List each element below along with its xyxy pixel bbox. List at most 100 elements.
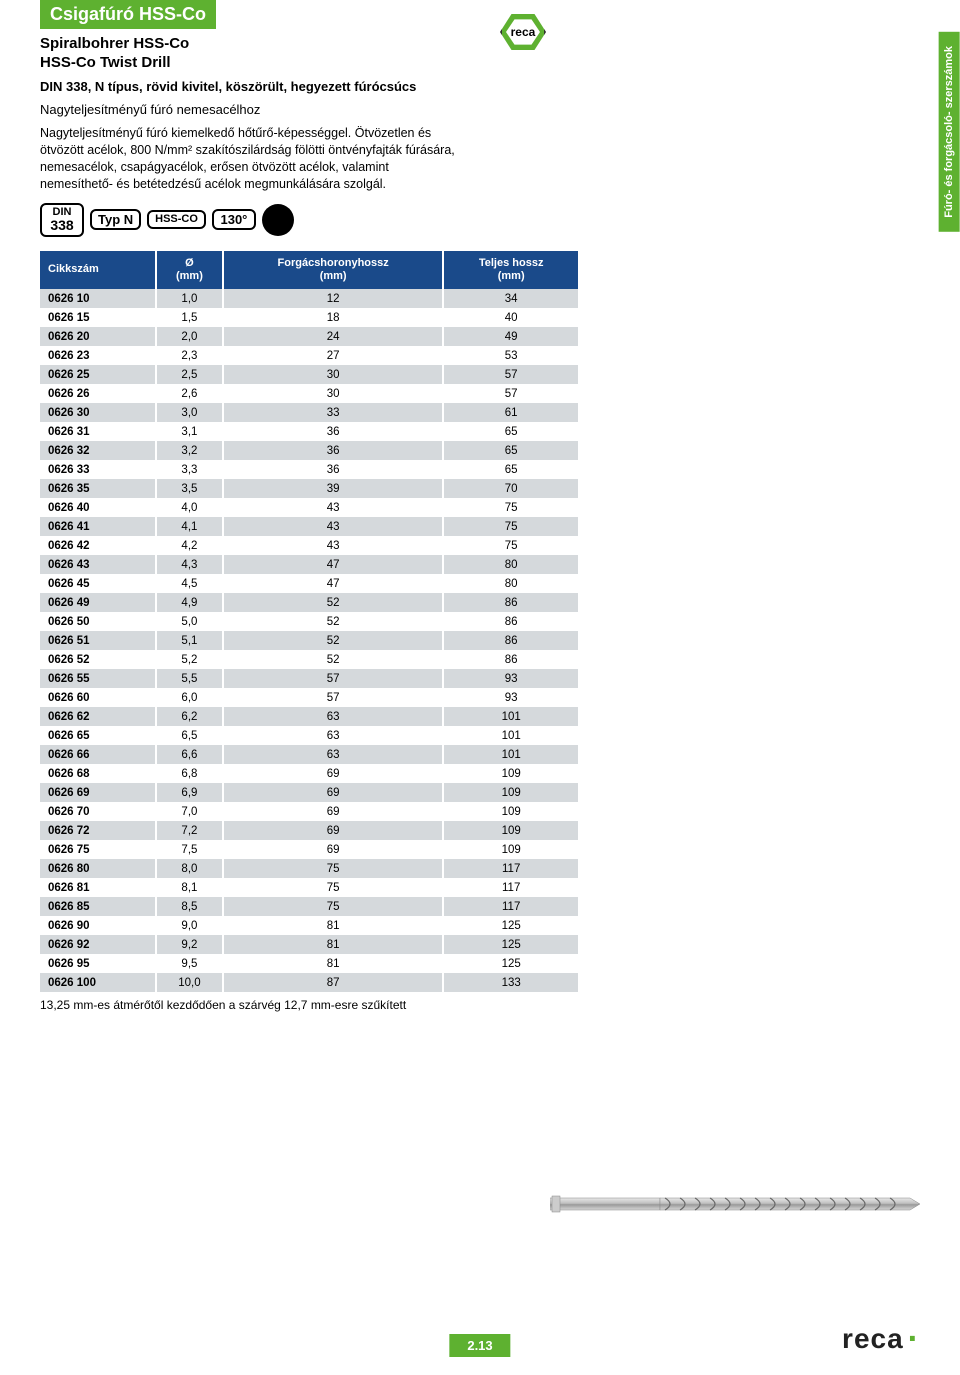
table-cell: 109 xyxy=(443,783,579,802)
table-cell: 6,0 xyxy=(156,688,223,707)
table-cell: 80 xyxy=(443,574,579,593)
table-header: Cikkszám xyxy=(40,251,156,289)
reca-logo-icon: reca xyxy=(500,12,550,62)
table-cell: 0626 80 xyxy=(40,859,156,878)
table-cell: 5,2 xyxy=(156,650,223,669)
table-row: 0626 515,15286 xyxy=(40,631,579,650)
table-cell: 2,3 xyxy=(156,346,223,365)
table-row: 0626 929,281125 xyxy=(40,935,579,954)
table-cell: 57 xyxy=(443,365,579,384)
table-cell: 8,0 xyxy=(156,859,223,878)
table-cell: 81 xyxy=(223,916,443,935)
table-cell: 30 xyxy=(223,365,443,384)
table-row: 0626 101,01234 xyxy=(40,289,579,308)
table-cell: 4,9 xyxy=(156,593,223,612)
table-row: 0626 494,95286 xyxy=(40,593,579,612)
table-row: 0626 333,33665 xyxy=(40,460,579,479)
table-cell: 0626 52 xyxy=(40,650,156,669)
table-row: 0626 232,32753 xyxy=(40,346,579,365)
table-cell: 2,6 xyxy=(156,384,223,403)
table-cell: 0626 72 xyxy=(40,821,156,840)
table-cell: 0626 49 xyxy=(40,593,156,612)
table-row: 0626 404,04375 xyxy=(40,498,579,517)
table-cell: 33 xyxy=(223,403,443,422)
table-row: 0626 10010,087133 xyxy=(40,973,579,992)
table-row: 0626 434,34780 xyxy=(40,555,579,574)
table-row: 0626 686,869109 xyxy=(40,764,579,783)
table-cell: 9,0 xyxy=(156,916,223,935)
table-row: 0626 696,969109 xyxy=(40,783,579,802)
table-cell: 117 xyxy=(443,897,579,916)
table-cell: 80 xyxy=(443,555,579,574)
table-cell: 0626 95 xyxy=(40,954,156,973)
table-cell: 53 xyxy=(443,346,579,365)
table-row: 0626 303,03361 xyxy=(40,403,579,422)
table-cell: 70 xyxy=(443,479,579,498)
table-cell: 8,1 xyxy=(156,878,223,897)
table-cell: 109 xyxy=(443,821,579,840)
table-cell: 52 xyxy=(223,631,443,650)
table-row: 0626 414,14375 xyxy=(40,517,579,536)
subtitle-en: HSS-Co Twist Drill xyxy=(40,54,920,71)
badge-din: DIN 338 xyxy=(40,203,84,237)
table-cell: 87 xyxy=(223,973,443,992)
table-cell: 75 xyxy=(443,517,579,536)
table-cell: 18 xyxy=(223,308,443,327)
table-row: 0626 707,069109 xyxy=(40,802,579,821)
side-category-tab: Fúró- és forgácsoló- szerszámok xyxy=(939,32,960,232)
table-cell: 49 xyxy=(443,327,579,346)
drill-bit-icon xyxy=(550,1190,920,1218)
table-cell: 6,5 xyxy=(156,726,223,745)
table-cell: 75 xyxy=(443,498,579,517)
table-cell: 3,0 xyxy=(156,403,223,422)
table-cell: 75 xyxy=(223,897,443,916)
table-cell: 10,0 xyxy=(156,973,223,992)
table-cell: 117 xyxy=(443,859,579,878)
table-cell: 0626 35 xyxy=(40,479,156,498)
table-cell: 8,5 xyxy=(156,897,223,916)
table-row: 0626 262,63057 xyxy=(40,384,579,403)
table-cell: 0626 92 xyxy=(40,935,156,954)
table-cell: 0626 31 xyxy=(40,422,156,441)
table-cell: 0626 62 xyxy=(40,707,156,726)
table-cell: 12 xyxy=(223,289,443,308)
table-row: 0626 151,51840 xyxy=(40,308,579,327)
table-cell: 109 xyxy=(443,764,579,783)
table-row: 0626 626,263101 xyxy=(40,707,579,726)
table-cell: 27 xyxy=(223,346,443,365)
table-cell: 93 xyxy=(443,669,579,688)
table-cell: 63 xyxy=(223,726,443,745)
table-cell: 0626 20 xyxy=(40,327,156,346)
table-cell: 5,1 xyxy=(156,631,223,650)
table-cell: 125 xyxy=(443,954,579,973)
subtitle-de: Spiralbohrer HSS-Co xyxy=(40,35,920,52)
spec-table: CikkszámØ(mm)Forgácshoronyhossz(mm)Telje… xyxy=(40,251,580,992)
table-cell: 69 xyxy=(223,840,443,859)
table-cell: 5,0 xyxy=(156,612,223,631)
table-row: 0626 656,563101 xyxy=(40,726,579,745)
table-cell: 109 xyxy=(443,802,579,821)
table-cell: 0626 100 xyxy=(40,973,156,992)
table-cell: 101 xyxy=(443,726,579,745)
table-cell: 63 xyxy=(223,707,443,726)
page-number: 2.13 xyxy=(449,1334,510,1357)
table-cell: 4,3 xyxy=(156,555,223,574)
table-cell: 0626 68 xyxy=(40,764,156,783)
table-cell: 86 xyxy=(443,650,579,669)
desc-line: Nagyteljesítményű fúró nemesacélhoz xyxy=(40,102,920,117)
table-cell: 0626 43 xyxy=(40,555,156,574)
table-row: 0626 313,13665 xyxy=(40,422,579,441)
table-cell: 36 xyxy=(223,422,443,441)
badge-dot-icon xyxy=(262,204,294,236)
table-cell: 81 xyxy=(223,954,443,973)
table-row: 0626 606,05793 xyxy=(40,688,579,707)
table-cell: 75 xyxy=(223,859,443,878)
table-cell: 86 xyxy=(443,593,579,612)
table-cell: 61 xyxy=(443,403,579,422)
table-cell: 0626 75 xyxy=(40,840,156,859)
body-text: Nagyteljesítményű fúró kiemelkedő hőtűrő… xyxy=(40,125,460,193)
page-title: Csigafúró HSS-Co xyxy=(40,0,216,29)
table-row: 0626 666,663101 xyxy=(40,745,579,764)
table-cell: 7,2 xyxy=(156,821,223,840)
table-cell: 4,0 xyxy=(156,498,223,517)
